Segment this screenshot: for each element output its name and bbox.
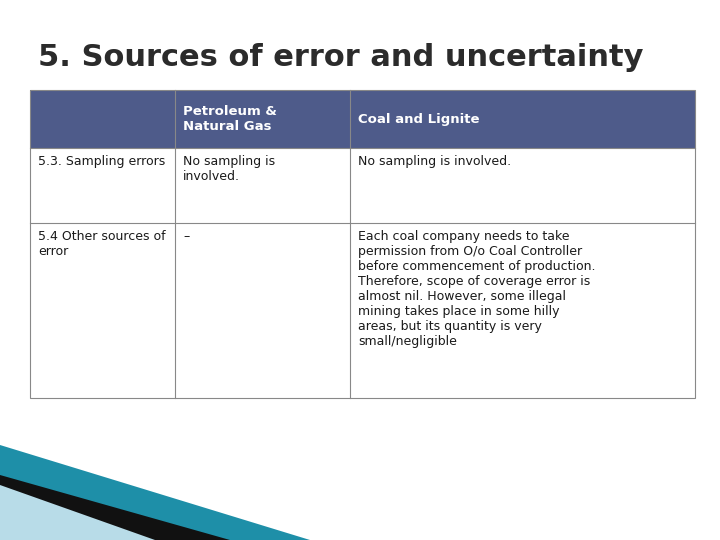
- Polygon shape: [0, 445, 310, 540]
- Text: 5. Sources of error and uncertainty: 5. Sources of error and uncertainty: [38, 44, 644, 72]
- Text: Petroleum &
Natural Gas: Petroleum & Natural Gas: [183, 105, 277, 133]
- Bar: [30, 223, 695, 398]
- Bar: [30, 148, 695, 223]
- Bar: [30, 90, 695, 148]
- Text: –: –: [183, 230, 189, 243]
- Text: Each coal company needs to take
permission from O/o Coal Controller
before comme: Each coal company needs to take permissi…: [358, 230, 595, 348]
- Text: No sampling is involved.: No sampling is involved.: [358, 155, 511, 168]
- Text: Coal and Lignite: Coal and Lignite: [358, 112, 480, 125]
- Polygon shape: [0, 475, 230, 540]
- Text: No sampling is
involved.: No sampling is involved.: [183, 155, 275, 183]
- Bar: [30, 90, 695, 398]
- Text: 5.3. Sampling errors: 5.3. Sampling errors: [38, 155, 166, 168]
- Polygon shape: [0, 485, 155, 540]
- Text: 5.4 Other sources of
error: 5.4 Other sources of error: [38, 230, 166, 258]
